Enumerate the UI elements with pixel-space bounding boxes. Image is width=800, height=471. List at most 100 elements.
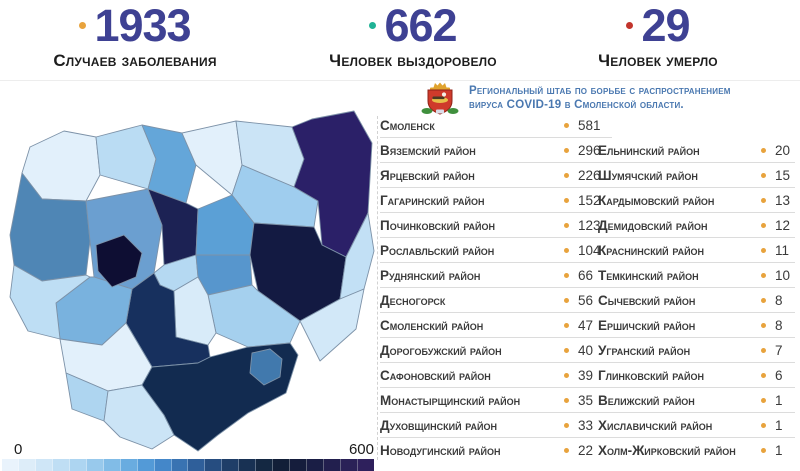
table-row-vyazemsky[interactable]: Вяземский район 296 <box>380 138 612 163</box>
value-bullet-icon <box>564 122 569 128</box>
district-name: Сафоновский район <box>380 367 491 383</box>
value-bullet-icon <box>761 147 766 153</box>
legend-segment <box>307 459 325 471</box>
table-row-desnogorsk[interactable]: Десногорск 56 <box>380 288 612 313</box>
district-value: 8 <box>775 292 783 308</box>
district-name: Велижский район <box>598 392 695 408</box>
district-value: 15 <box>775 167 791 183</box>
district-name: Смоленский район <box>380 317 484 333</box>
value-bullet-icon <box>564 197 569 203</box>
district-name: Сычевский район <box>598 292 696 308</box>
recovered-label: Человек выздоровело <box>329 51 497 70</box>
deaths-value: 29 <box>641 0 690 51</box>
value-bullet-icon <box>761 247 766 253</box>
table-row-safonovsky[interactable]: Сафоновский район 39 <box>380 363 612 388</box>
table-row-sychyovsky[interactable]: Сычевский район 8 <box>598 288 795 313</box>
map-region-smolensk[interactable] <box>95 234 143 288</box>
table-row-kardymovsky[interactable]: Кардымовский район 13 <box>598 188 795 213</box>
value-bullet-icon <box>564 272 569 278</box>
table-row-yershichsky[interactable]: Ершичский район 8 <box>598 313 795 338</box>
value-bullet-icon <box>564 247 569 253</box>
legend-segment <box>120 459 138 471</box>
value-bullet-icon <box>761 222 766 228</box>
district-table-right: Ельнинский район 20 Шумячский район 15 Карды… <box>598 138 795 463</box>
table-row-ugransky[interactable]: Угранский район 7 <box>598 338 795 363</box>
table-row-kholm-zhirkovsky[interactable]: Холм-Жирковский район 1 <box>598 438 795 463</box>
value-bullet-icon <box>564 147 569 153</box>
legend-min-label: 0 <box>14 441 23 458</box>
stat-cases-row: 1933 <box>15 0 255 50</box>
table-row-demidovsky[interactable]: Демидовский район 12 <box>598 213 795 238</box>
district-value: 33 <box>578 417 594 433</box>
table-row-krasninsky[interactable]: Краснинский район 11 <box>598 238 795 263</box>
regional-header-line2: вируса COVID-19 в Смоленской области. <box>469 99 684 111</box>
table-row-pochinkovsky[interactable]: Починковский район 123 <box>380 213 612 238</box>
table-row-roslavlsky[interactable]: Рославльский район 104 <box>380 238 612 263</box>
legend-colorbar <box>2 459 374 471</box>
legend-segment <box>69 459 87 471</box>
legend-segment <box>273 459 291 471</box>
legend-segment <box>171 459 189 471</box>
value-bullet-icon <box>761 322 766 328</box>
district-value: 152 <box>578 192 601 208</box>
value-bullet-icon <box>564 322 569 328</box>
value-bullet-icon <box>564 347 569 353</box>
district-value: 22 <box>578 443 594 458</box>
regional-header-line1: Региональный штаб по борьбе с распростра… <box>469 85 731 97</box>
value-bullet-icon <box>564 372 569 378</box>
map-region-ugransky[interactable] <box>299 288 365 362</box>
district-value: 581 <box>578 117 601 133</box>
map-region-yelninsky[interactable] <box>207 284 301 348</box>
legend-segment <box>154 459 172 471</box>
table-row-dukhovshchinsky[interactable]: Духовщинский район 33 <box>380 413 612 438</box>
table-row-rudnyansky[interactable]: Руднянский район 66 <box>380 263 612 288</box>
district-name: Шумячский район <box>598 167 698 183</box>
legend-segment <box>290 459 308 471</box>
value-bullet-icon <box>564 422 569 428</box>
table-row-temkinsky[interactable]: Темкинский район 10 <box>598 263 795 288</box>
stat-cases: 1933 Случаев заболевания <box>15 0 255 71</box>
map-region-krasninsky[interactable] <box>9 264 91 340</box>
regional-header-text: Региональный штаб по борьбе с распростра… <box>469 82 731 112</box>
table-row-glinkovsky[interactable]: Глинковский район 6 <box>598 363 795 388</box>
table-row-khislavichsky[interactable]: Хиславичский район 1 <box>598 413 795 438</box>
district-name: Угранский район <box>598 342 691 358</box>
table-row-dorogobuzhsky[interactable]: Дорогобужский район 40 <box>380 338 612 363</box>
value-bullet-icon <box>761 422 766 428</box>
legend-segment <box>222 459 240 471</box>
stat-recovered-row: 662 <box>293 0 533 50</box>
table-row-smolensky[interactable]: Смоленский район 47 <box>380 313 612 338</box>
table-row-yartsevsky[interactable]: Ярцевский район 226 <box>380 163 612 188</box>
table-row-smolensk[interactable]: Смоленск 581 <box>380 113 612 138</box>
legend-segment <box>324 459 342 471</box>
table-row-novoduginsky[interactable]: Новодугинский район 22 <box>380 438 612 463</box>
cases-label: Случаев заболевания <box>53 51 217 70</box>
table-row-velizhsky[interactable]: Велижский район 1 <box>598 388 795 413</box>
district-name: Рославльский район <box>380 242 495 258</box>
legend-segment <box>239 459 257 471</box>
district-name: Монастырщинский район <box>380 392 521 408</box>
map-region-desnogorsk[interactable] <box>249 348 283 386</box>
value-bullet-icon <box>761 448 766 453</box>
district-name: Ершичский район <box>598 317 696 333</box>
legend-segment <box>188 459 206 471</box>
map-region-temkinsky[interactable] <box>339 212 375 300</box>
district-name: Демидовский район <box>598 217 708 233</box>
value-bullet-icon <box>564 172 569 178</box>
table-row-shumyachsky[interactable]: Шумячский район 15 <box>598 163 795 188</box>
legend-segment <box>86 459 104 471</box>
table-row-gagarinsky[interactable]: Гагаринский район 152 <box>380 188 612 213</box>
district-value: 47 <box>578 317 594 333</box>
deaths-label: Человек умерло <box>598 51 718 70</box>
district-name: Десногорск <box>380 292 446 308</box>
value-bullet-icon <box>761 297 766 303</box>
legend-segment <box>2 459 19 471</box>
value-bullet-icon <box>761 197 766 203</box>
district-value: 6 <box>775 367 783 383</box>
table-row-yelninsky[interactable]: Ельнинский район 20 <box>598 138 795 163</box>
recovered-value: 662 <box>384 0 457 51</box>
district-value: 39 <box>578 367 594 383</box>
district-name: Кардымовский район <box>598 192 715 208</box>
table-row-monastyrshchinsky[interactable]: Монастырщинский район 35 <box>380 388 612 413</box>
